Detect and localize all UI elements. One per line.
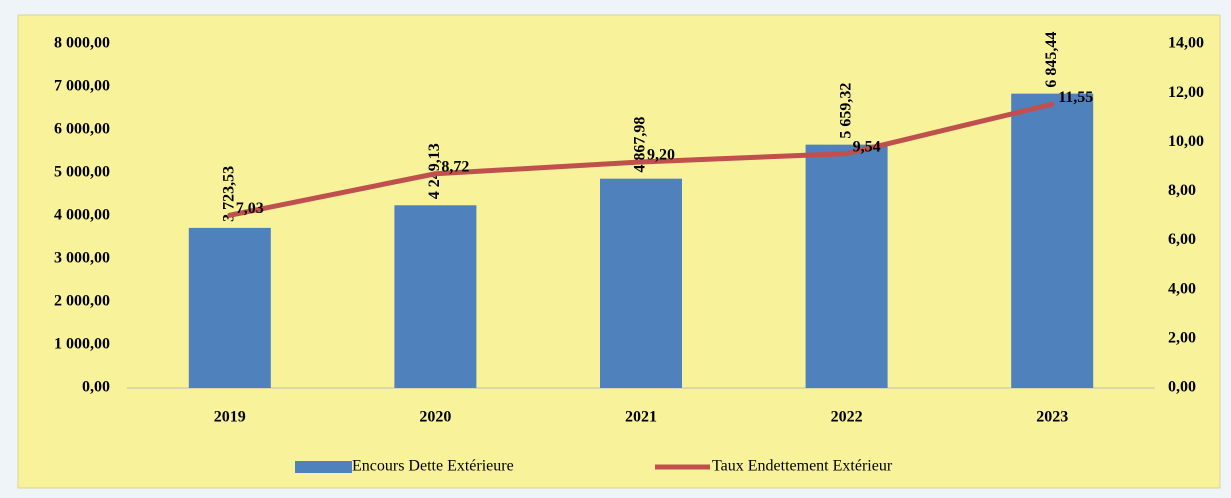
y-tick-label: 7 000,00 [54, 78, 110, 95]
x-tick-label: 2021 [625, 409, 657, 426]
y2-tick-label: 6,00 [1168, 231, 1196, 248]
legend-label: Taux Endettement Extérieur [712, 458, 893, 475]
x-tick-label: 2022 [831, 409, 863, 426]
line-value-label: 7,03 [236, 200, 264, 217]
bar-value-label: 6 845,44 [1043, 32, 1060, 88]
y-tick-label: 4 000,00 [54, 207, 110, 224]
bar [188, 227, 271, 388]
line [227, 101, 1055, 218]
y2-tick-label: 8,00 [1168, 182, 1196, 199]
bar [394, 205, 477, 388]
y2-tick-label: 4,00 [1168, 280, 1196, 297]
y-tick-label: 8 000,00 [54, 35, 110, 52]
line-value-label: 9,20 [647, 147, 675, 164]
y-tick-label: 1 000,00 [54, 336, 110, 353]
y2-tick-label: 10,00 [1168, 133, 1204, 150]
y2-tick-label: 0,00 [1168, 379, 1196, 396]
x-tick-label: 2023 [1036, 409, 1068, 426]
bar [600, 178, 682, 388]
bar-value-label: 4 249,13 [426, 143, 443, 199]
y-tick-label: 0,00 [82, 379, 110, 396]
line-value-label: 11,55 [1058, 89, 1093, 106]
bar [1011, 93, 1094, 388]
y-tick-label: 6 000,00 [54, 121, 110, 138]
line-value-label: 8,72 [441, 158, 469, 175]
x-tick-label: 2019 [214, 409, 246, 426]
y-tick-label: 5 000,00 [54, 164, 110, 181]
bar [805, 144, 888, 388]
legend-swatch [295, 461, 352, 473]
bar-value-label: 3 723,53 [220, 166, 237, 222]
y2-tick-label: 14,00 [1168, 35, 1204, 52]
legend-label: Encours Dette Extérieure [352, 458, 514, 475]
y2-tick-label: 12,00 [1168, 84, 1204, 101]
bar-value-label: 5 659,32 [837, 83, 854, 139]
line-value-label: 9,54 [853, 138, 881, 155]
bar-value-label: 4 867,98 [632, 117, 649, 173]
y2-tick-label: 2,00 [1168, 330, 1196, 347]
x-tick-label: 2020 [419, 409, 451, 426]
y-tick-label: 3 000,00 [54, 250, 110, 267]
y-tick-label: 2 000,00 [54, 293, 110, 310]
